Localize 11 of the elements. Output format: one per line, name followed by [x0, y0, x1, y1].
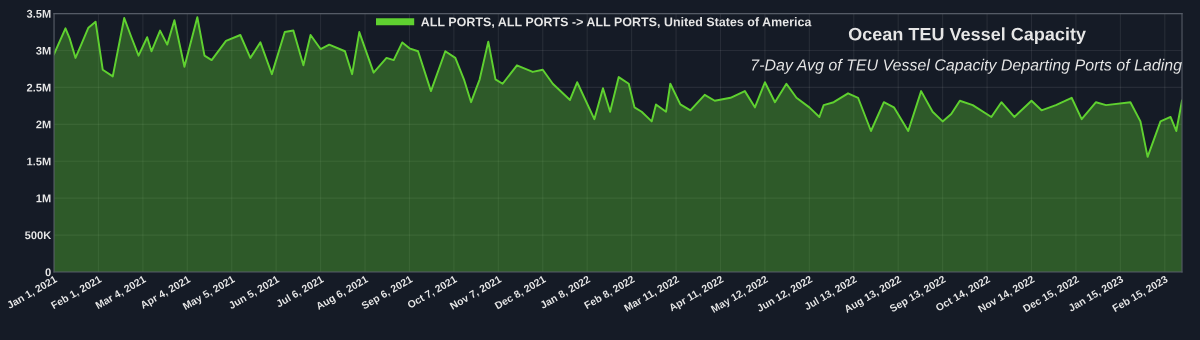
y-tick-label: 500K [25, 231, 52, 240]
y-tick-label: 3M [36, 46, 51, 55]
y-tick-label: 2M [36, 120, 51, 129]
y-tick-label: 1.5M [27, 157, 51, 166]
y-tick-label: 1M [36, 194, 51, 203]
y-tick-label: 0 [45, 268, 51, 277]
text: 7-Day Avg of TEU Vessel Capacity Departing Ports of Lading [751, 58, 1182, 74]
text: Ocean TEU Vessel Capacity [848, 27, 1086, 45]
y-tick-label: 2.5M [26, 83, 51, 92]
y-tick-label: 3.5M [26, 9, 51, 18]
legend-label: ALL PORTS, ALL PORTS -> ALL PORTS, United States of America [421, 17, 812, 29]
